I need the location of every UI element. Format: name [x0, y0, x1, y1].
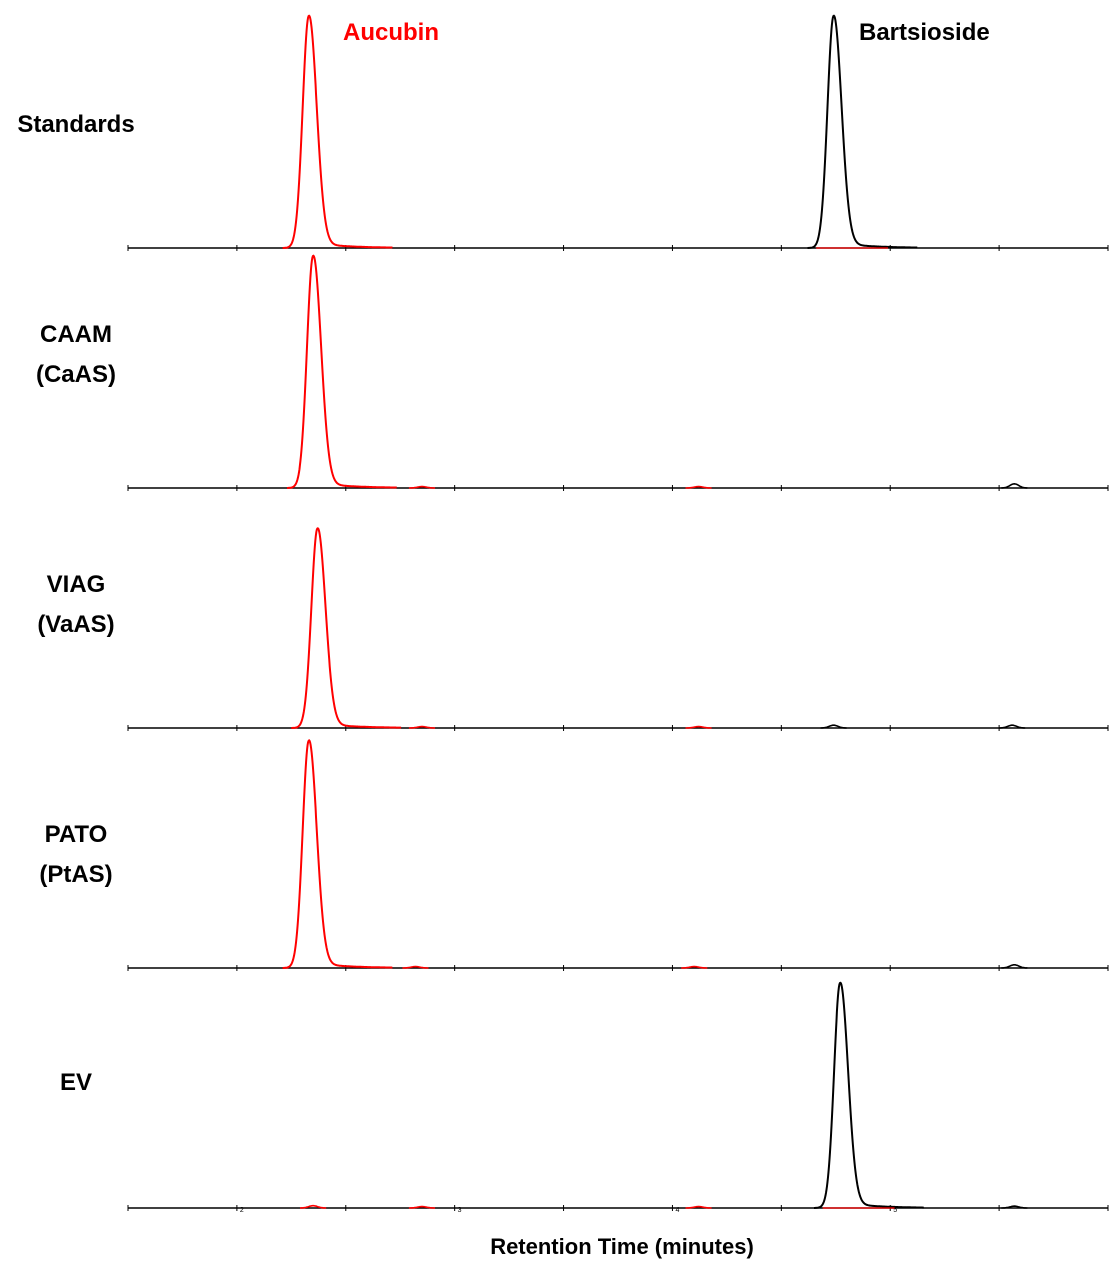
bartsioside-peak	[814, 981, 924, 1209]
minor-peak	[300, 1204, 327, 1209]
compound-label-aucubin: Aucubin	[343, 19, 439, 46]
x-axis-label: Retention Time (minutes)	[490, 1234, 754, 1259]
aucubin-peak	[287, 254, 397, 489]
minor-peak	[685, 725, 712, 729]
x-tick-label: 2	[240, 1207, 244, 1214]
minor-peak	[1001, 1205, 1028, 1209]
sample-label: CAAM	[40, 321, 112, 348]
minor-peak	[681, 965, 708, 969]
aucubin-peak	[282, 14, 393, 249]
panels-layer: Standards CAAM (CaAS) VIAG (VaAS) PATO (PtAS) 2…	[17, 14, 1109, 1214]
minor-peak	[685, 1205, 712, 1209]
x-tick-label: 4	[675, 1207, 679, 1214]
minor-peak	[999, 724, 1026, 729]
sample-label: EV	[60, 1069, 92, 1096]
sample-label: (CaAS)	[36, 361, 116, 388]
panel-0: Standards	[17, 14, 1109, 251]
sample-label: Standards	[17, 111, 134, 138]
sample-label: (VaAS)	[37, 611, 114, 638]
x-tick-label: 5	[893, 1207, 897, 1214]
sample-label: (PtAS)	[39, 861, 112, 888]
compound-labels: Aucubin Bartsioside	[343, 19, 990, 46]
minor-peak	[685, 485, 712, 489]
panel-2: VIAG (VaAS)	[37, 527, 1109, 731]
minor-peak	[1001, 964, 1028, 969]
panel-4: 23456EV	[60, 981, 1109, 1214]
panel-1: CAAM (CaAS)	[36, 254, 1109, 491]
panel-3: PATO (PtAS)	[39, 739, 1109, 971]
minor-peak	[408, 485, 436, 489]
sample-label: VIAG	[47, 571, 106, 598]
compound-label-bartsioside: Bartsioside	[859, 19, 990, 46]
minor-peak	[408, 725, 436, 729]
aucubin-peak	[291, 527, 402, 729]
bartsioside-peak	[807, 14, 918, 249]
sample-label: PATO	[45, 821, 108, 848]
aucubin-peak	[282, 739, 393, 969]
minor-peak	[1001, 482, 1028, 489]
x-tick-label: 3	[458, 1207, 462, 1214]
minor-peak	[402, 965, 429, 969]
minor-peak	[408, 1205, 436, 1209]
minor-peak	[820, 724, 847, 729]
